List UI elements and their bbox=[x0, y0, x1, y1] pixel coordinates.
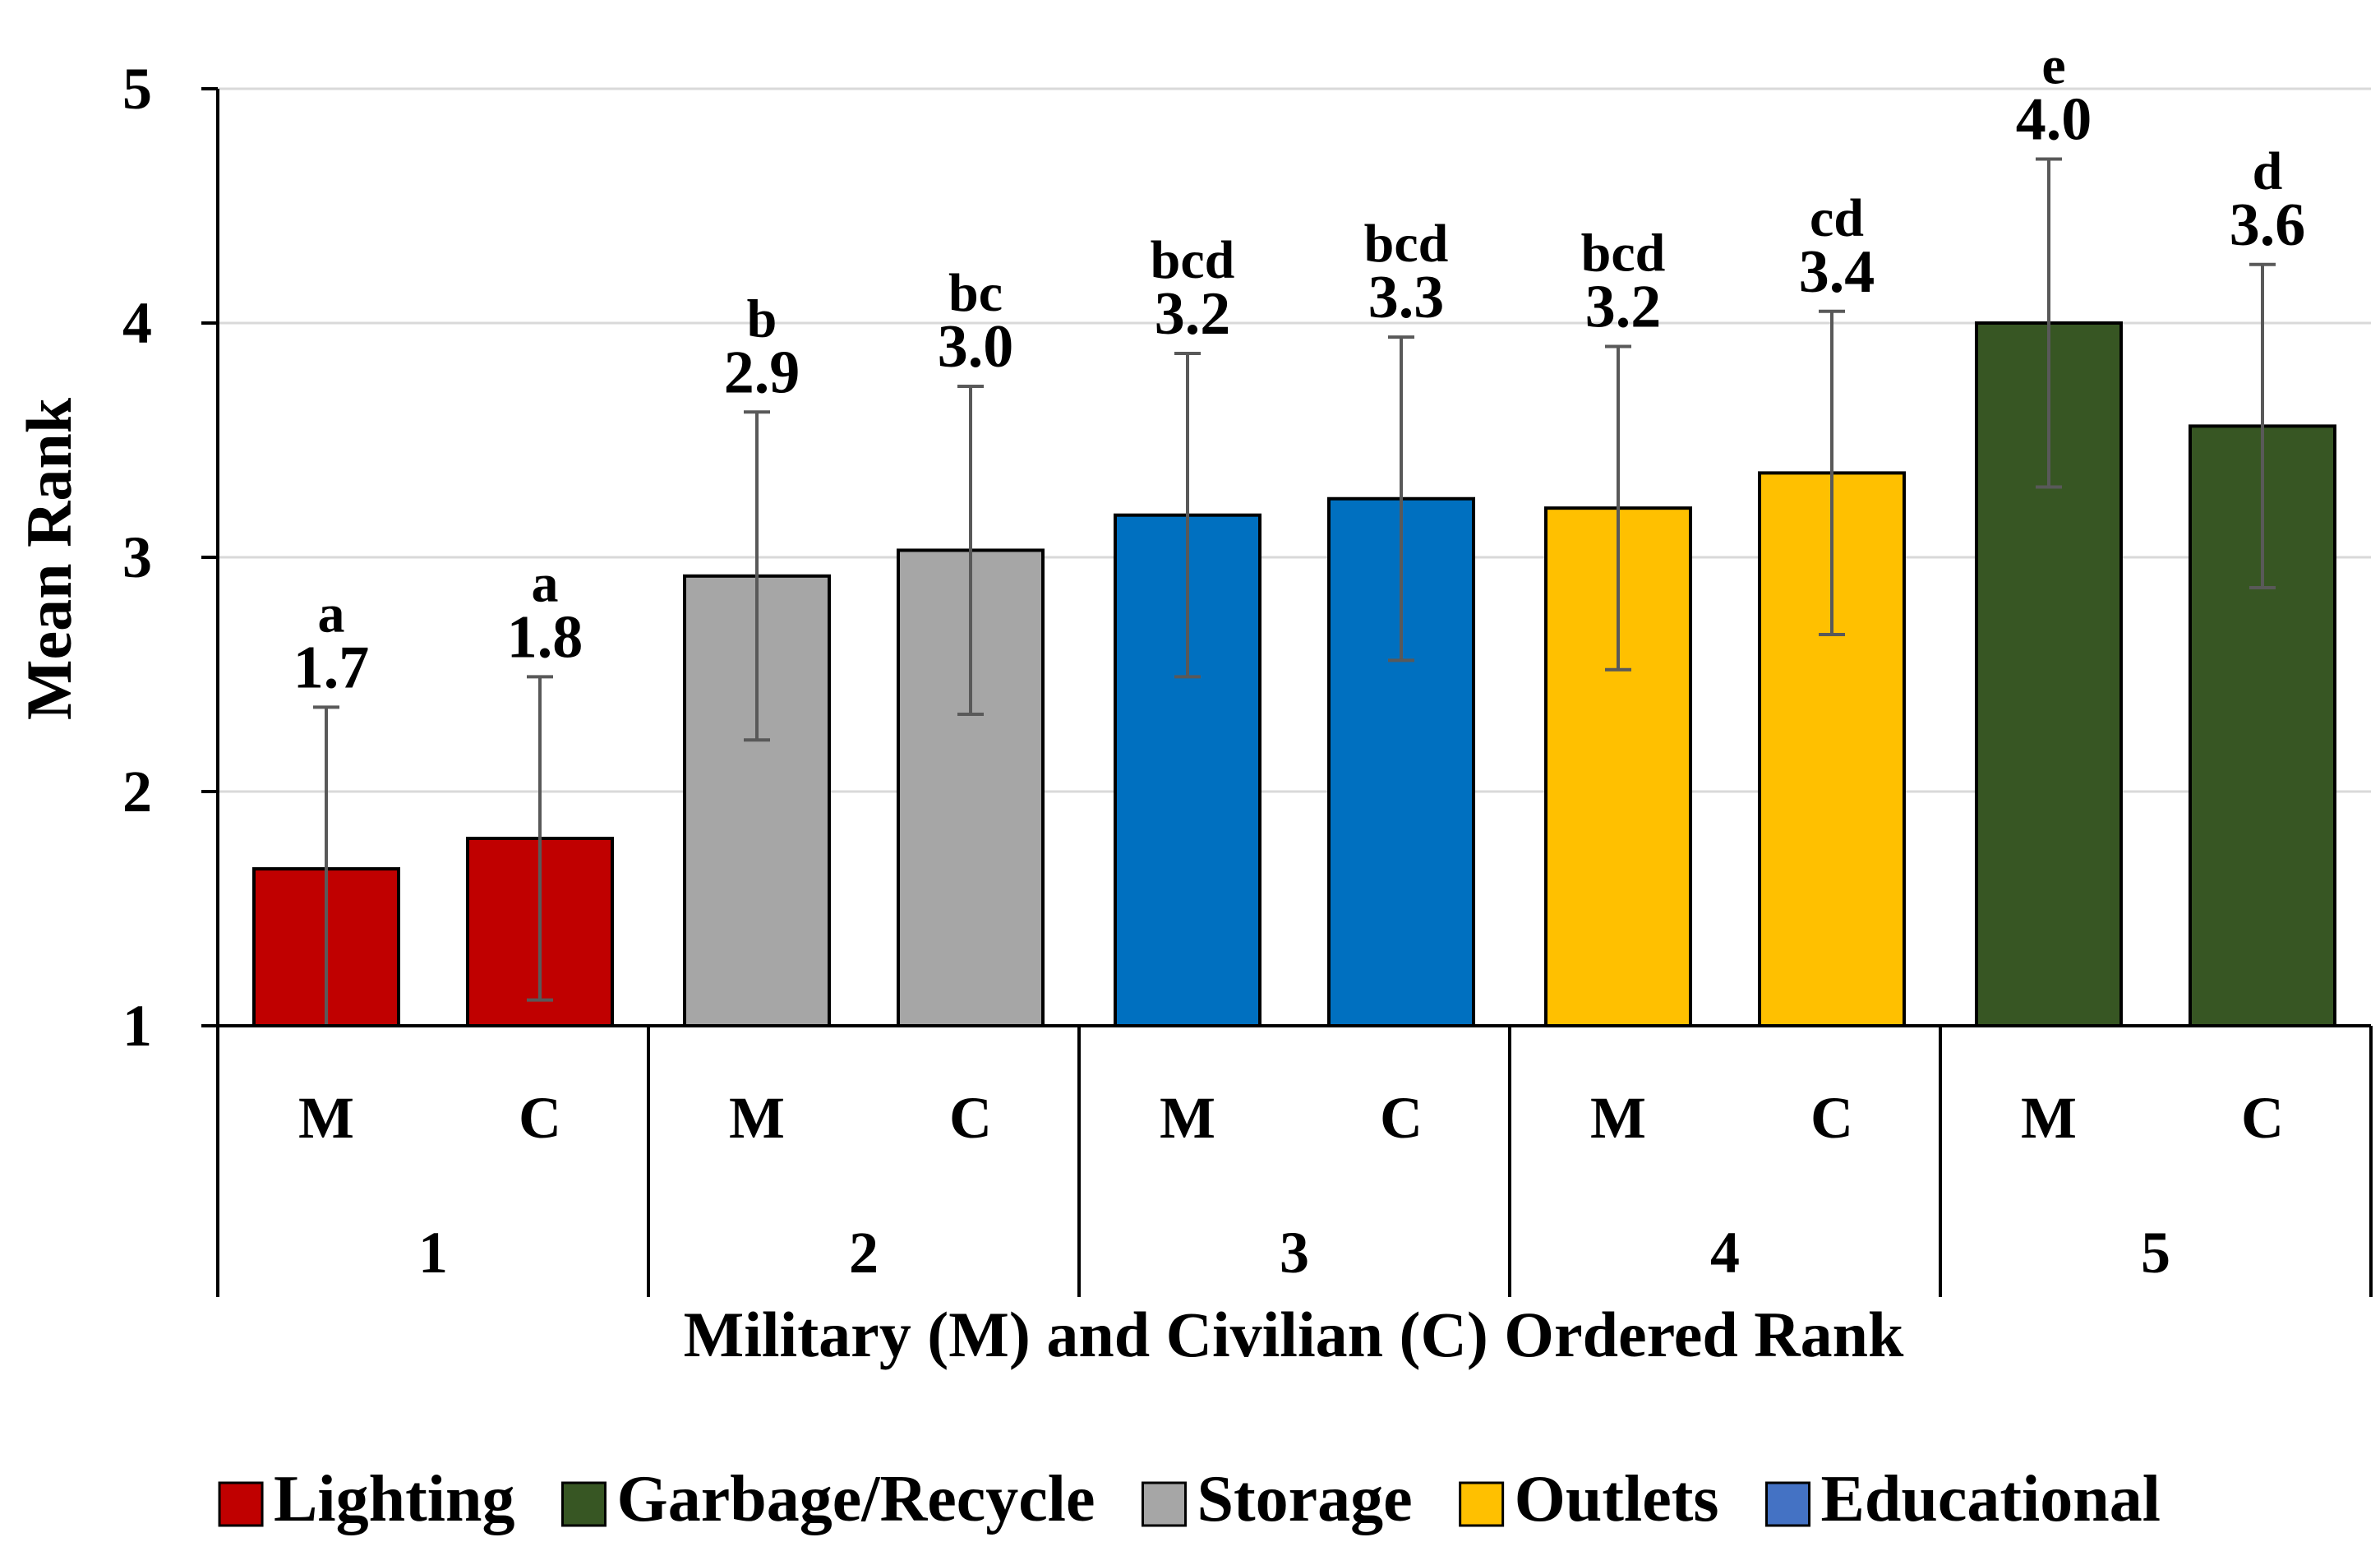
x-group-label: 2 bbox=[849, 1220, 879, 1286]
x-subcategory-label: C bbox=[519, 1085, 561, 1151]
significance-label: a bbox=[318, 584, 345, 644]
x-subcategory-label: C bbox=[1380, 1085, 1423, 1151]
y-tick-label: 2 bbox=[122, 759, 152, 824]
data-label: 2.9 bbox=[724, 339, 800, 406]
x-group-label: 4 bbox=[1710, 1220, 1740, 1286]
x-subcategory-label: C bbox=[949, 1085, 992, 1151]
legend-swatch bbox=[218, 1481, 264, 1527]
y-tick-label: 5 bbox=[122, 56, 152, 122]
y-tick-label: 1 bbox=[122, 993, 152, 1059]
x-axis-title: Military (M) and Civilian (C) Ordered Ra… bbox=[684, 1299, 1904, 1370]
x-group-label: 3 bbox=[1280, 1220, 1309, 1286]
x-subcategory-label: M bbox=[298, 1085, 354, 1151]
significance-label: bcd bbox=[1581, 224, 1666, 284]
legend-swatch bbox=[1765, 1481, 1811, 1527]
significance-label: cd bbox=[1810, 188, 1864, 248]
x-group-label: 1 bbox=[418, 1220, 448, 1286]
legend-swatch bbox=[1459, 1481, 1505, 1527]
x-subcategory-label: C bbox=[1810, 1085, 1853, 1151]
legend-label: Lighting bbox=[274, 1463, 514, 1535]
significance-label: e bbox=[2041, 36, 2065, 96]
bars bbox=[252, 321, 2336, 1028]
legend-swatch bbox=[560, 1481, 607, 1527]
y-tick-label: 3 bbox=[122, 524, 152, 590]
significance-label: bc bbox=[948, 263, 1003, 323]
data-label: 3.0 bbox=[938, 313, 1014, 381]
x-subcategory-label: M bbox=[2021, 1085, 2077, 1151]
x-subcategory-label: M bbox=[1160, 1085, 1215, 1151]
significance-label: d bbox=[2253, 141, 2283, 201]
x-subcategory-label: C bbox=[2241, 1085, 2284, 1151]
error-bars bbox=[313, 157, 2276, 1027]
y-tick-label: 4 bbox=[122, 290, 152, 356]
significance-label: b bbox=[747, 289, 777, 349]
data-label: 3.2 bbox=[1155, 280, 1231, 348]
data-label: 3.2 bbox=[1585, 274, 1662, 341]
data-label: 3.3 bbox=[1368, 264, 1445, 331]
data-label: 1.8 bbox=[507, 603, 583, 671]
legend-label: Storage bbox=[1197, 1463, 1412, 1535]
legend-swatch bbox=[1141, 1481, 1187, 1527]
y-axis-title: Mean Rank bbox=[13, 397, 85, 720]
significance-label: bcd bbox=[1364, 214, 1449, 274]
x-subcategory-label: M bbox=[729, 1085, 785, 1151]
data-label: 3.6 bbox=[2230, 192, 2306, 259]
data-label: 4.0 bbox=[2016, 86, 2092, 154]
legend-label: Garbage/Recycle bbox=[616, 1463, 1095, 1535]
axes: 1 2 3 4 5 M C M C M C M C M C 1 2 3 4 5 bbox=[122, 56, 2373, 1297]
legend-label: Outlets bbox=[1515, 1463, 1719, 1535]
x-subcategory-label: M bbox=[1590, 1085, 1646, 1151]
data-label: 3.4 bbox=[1799, 238, 1875, 306]
significance-label: a bbox=[532, 553, 559, 613]
x-group-label: 5 bbox=[2141, 1220, 2170, 1286]
legend-label: Educational bbox=[1821, 1463, 2161, 1535]
significance-label: bcd bbox=[1151, 230, 1235, 290]
legend: Lighting Garbage/Recycle Storage Outlets Edu… bbox=[218, 1463, 2161, 1535]
data-label: 1.7 bbox=[293, 634, 370, 701]
